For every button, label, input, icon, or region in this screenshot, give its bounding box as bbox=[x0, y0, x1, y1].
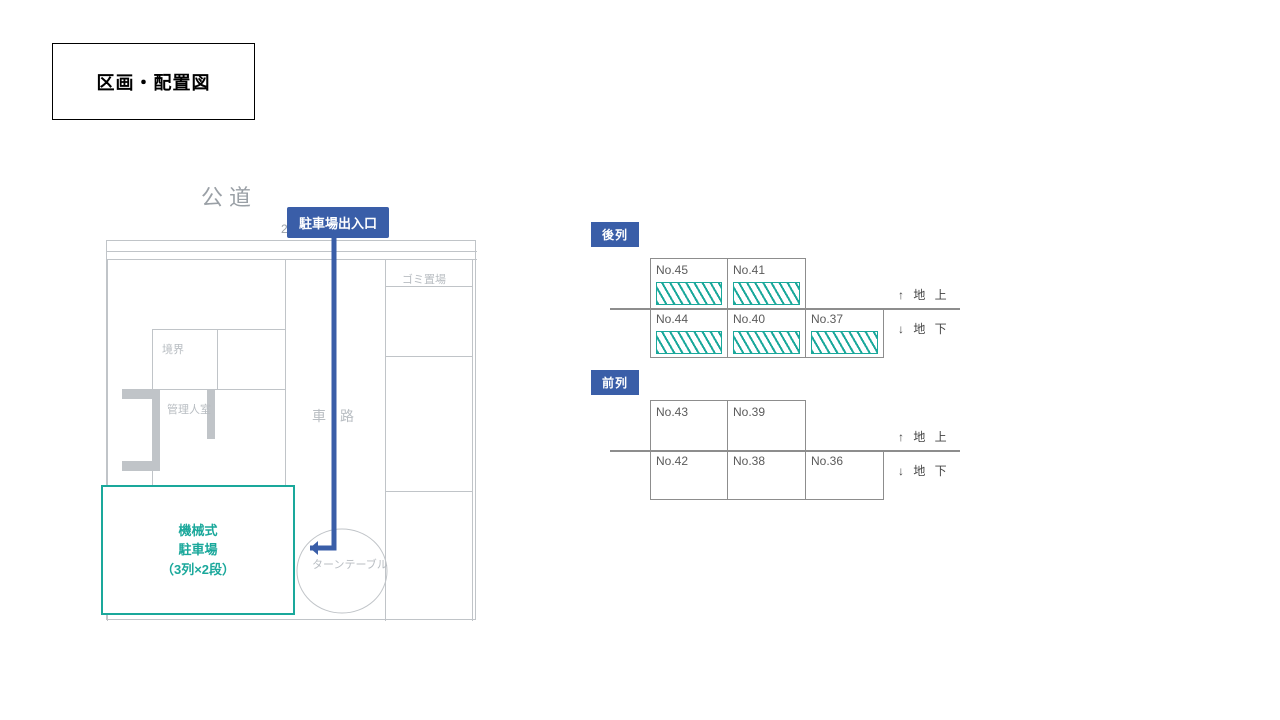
entrance-label: 駐車場出入口 bbox=[299, 216, 377, 231]
entrance-badge: 駐車場出入口 bbox=[287, 207, 389, 238]
parking-cell: No.45 bbox=[650, 258, 728, 308]
parking-cell bbox=[806, 400, 884, 450]
ground-line-back bbox=[610, 308, 960, 310]
cell-number: No.44 bbox=[656, 312, 722, 326]
public-road-label: 公道 bbox=[201, 180, 257, 212]
title-box: 区画・配置図 bbox=[52, 43, 255, 120]
parking-cell: No.39 bbox=[728, 400, 806, 450]
cell-number: No.45 bbox=[656, 263, 722, 277]
below-ground-label-back: ↓ 地 下 bbox=[898, 320, 950, 337]
parking-cell: No.44 bbox=[650, 308, 728, 358]
hatch-fill bbox=[733, 282, 800, 305]
page-title: 区画・配置図 bbox=[97, 69, 211, 95]
hatch-fill bbox=[733, 331, 800, 354]
parking-cell: No.43 bbox=[650, 400, 728, 450]
mechanical-parking-box: 機械式 駐車場 （3列×2段） bbox=[101, 485, 295, 615]
hatch-fill bbox=[811, 331, 878, 354]
cell-number: No.43 bbox=[656, 405, 722, 419]
parking-line2: 駐車場 bbox=[178, 540, 217, 560]
parking-line1: 機械式 bbox=[178, 521, 217, 541]
cell-number: No.36 bbox=[811, 454, 878, 468]
plan-sublabel-boundary: 境界 bbox=[162, 341, 184, 357]
parking-cell bbox=[806, 258, 884, 308]
cell-number: No.39 bbox=[733, 405, 800, 419]
site-plan: 公道 24,555 境界 管理人室 車 路 ゴミ置場 ターンテーブル bbox=[106, 180, 476, 620]
cell-number: No.40 bbox=[733, 312, 800, 326]
back-row-label: 後列 bbox=[591, 222, 639, 247]
parking-cell: No.36 bbox=[806, 450, 884, 500]
below-ground-label-front: ↓ 地 下 bbox=[898, 462, 950, 479]
entrance-arrow-icon bbox=[296, 232, 356, 562]
front-row-label: 前列 bbox=[591, 370, 639, 395]
parking-cell: No.37 bbox=[806, 308, 884, 358]
parking-cell: No.38 bbox=[728, 450, 806, 500]
parking-cell: No.41 bbox=[728, 258, 806, 308]
parking-cell: No.40 bbox=[728, 308, 806, 358]
cell-number: No.42 bbox=[656, 454, 722, 468]
cell-number: No.38 bbox=[733, 454, 800, 468]
above-ground-label-back: ↑ 地 上 bbox=[898, 286, 950, 303]
ground-line-front bbox=[610, 450, 960, 452]
parking-line3: （3列×2段） bbox=[161, 560, 235, 580]
parking-cell: No.42 bbox=[650, 450, 728, 500]
above-ground-label-front: ↑ 地 上 bbox=[898, 428, 950, 445]
hatch-fill bbox=[656, 331, 722, 354]
hatch-fill bbox=[656, 282, 722, 305]
cell-number: No.37 bbox=[811, 312, 878, 326]
cell-number: No.41 bbox=[733, 263, 800, 277]
gomi-label: ゴミ置場 bbox=[402, 271, 446, 287]
plan-sublabel-room: 管理人室 bbox=[167, 401, 211, 417]
